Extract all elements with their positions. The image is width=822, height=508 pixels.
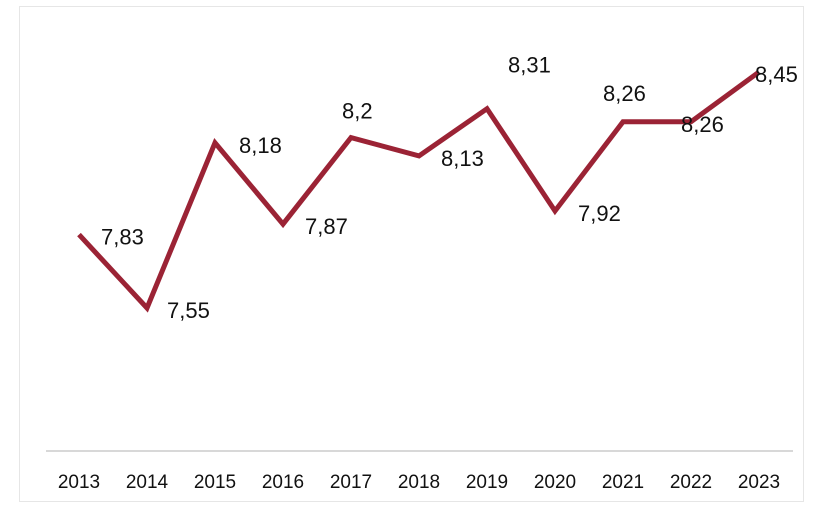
- data-label: 7,55: [167, 298, 210, 323]
- data-label: 7,92: [578, 201, 621, 226]
- data-label: 7,87: [305, 214, 348, 239]
- x-tick-label: 2015: [194, 472, 236, 493]
- x-tick-label: 2018: [398, 472, 440, 493]
- data-labels: 7,83 7,55 8,18 7,87 8,2 8,13 8,31 7,92 8,26 8,26 8…: [101, 53, 798, 323]
- x-tick-label: 2017: [330, 472, 372, 493]
- data-label: 7,83: [101, 225, 144, 250]
- x-tick-label: 2016: [262, 472, 304, 493]
- data-label: 8,45: [755, 62, 798, 87]
- data-label: 8,2: [342, 99, 373, 124]
- x-tick-label: 2022: [670, 472, 712, 493]
- data-label: 8,26: [681, 112, 724, 137]
- data-label: 8,13: [441, 146, 484, 171]
- x-tick-label: 2019: [466, 472, 508, 493]
- data-label: 8,18: [239, 133, 282, 158]
- data-label: 8,31: [508, 53, 551, 78]
- chart-frame: [19, 6, 804, 502]
- x-tick-label: 2013: [58, 472, 100, 493]
- x-tick-label: 2023: [738, 472, 780, 493]
- series-layer: [77, 69, 761, 313]
- x-tick-label: 2020: [534, 472, 576, 493]
- data-label: 8,26: [603, 81, 646, 106]
- series-line: [77, 69, 761, 313]
- x-tick-label: 2014: [126, 472, 169, 493]
- x-tick-labels: 2013 2014 2015 2016 2017 2018 2019 2020 2021 2022…: [58, 472, 780, 493]
- x-tick-label: 2021: [602, 472, 644, 493]
